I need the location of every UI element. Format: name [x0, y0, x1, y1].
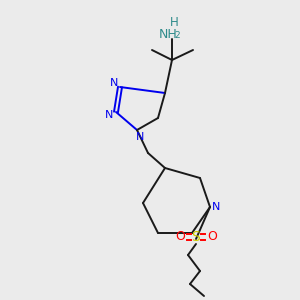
Text: O: O	[175, 230, 185, 244]
Text: N: N	[105, 110, 113, 120]
Text: H: H	[169, 16, 178, 28]
Text: 2: 2	[174, 32, 180, 40]
Text: N: N	[136, 132, 144, 142]
Text: O: O	[207, 230, 217, 244]
Text: NH: NH	[159, 28, 177, 41]
Text: S: S	[192, 230, 200, 244]
Text: N: N	[212, 202, 220, 212]
Text: N: N	[110, 78, 118, 88]
